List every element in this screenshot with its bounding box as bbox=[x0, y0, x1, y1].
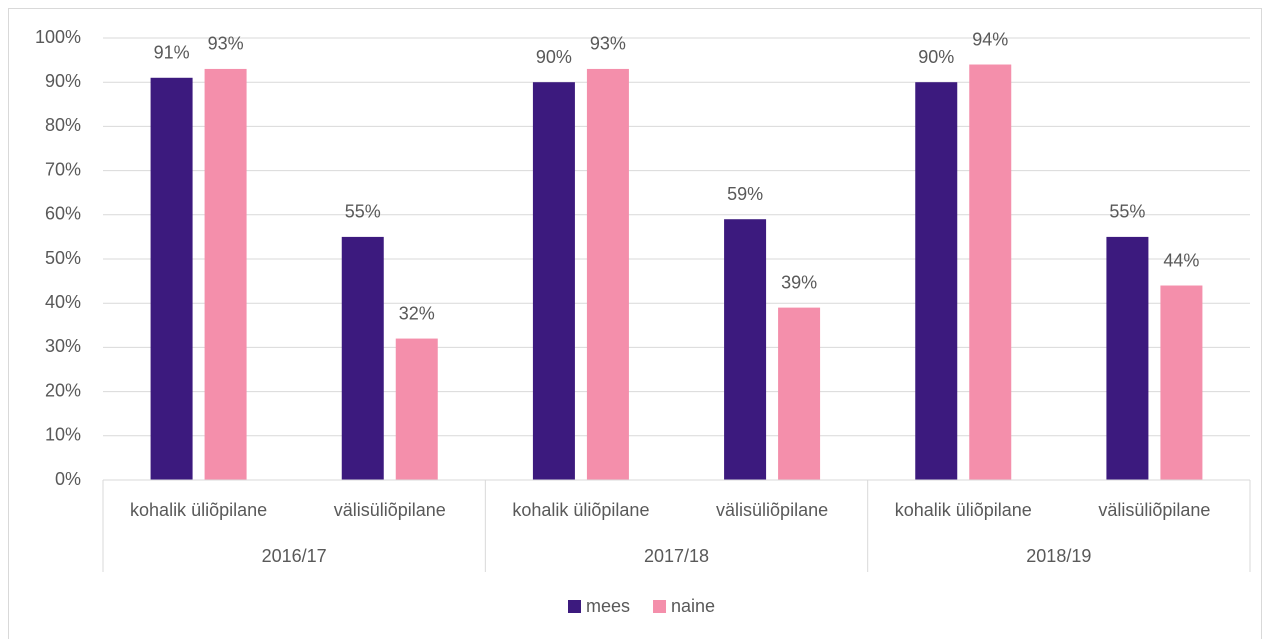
y-tick-label: 70% bbox=[45, 159, 81, 179]
y-tick-label: 80% bbox=[45, 115, 81, 135]
y-tick-label: 90% bbox=[45, 71, 81, 91]
bar bbox=[204, 68, 247, 480]
data-label: 90% bbox=[536, 47, 572, 67]
bar bbox=[341, 236, 384, 480]
x-tick-label: välisüliõpilane bbox=[716, 500, 828, 520]
legend-label: naine bbox=[671, 596, 715, 616]
y-tick-label: 40% bbox=[45, 292, 81, 312]
data-label: 91% bbox=[154, 43, 190, 63]
x-tick-label: välisüliõpilane bbox=[334, 500, 446, 520]
y-tick-label: 30% bbox=[45, 336, 81, 356]
x-tick-label: kohalik üliõpilane bbox=[512, 500, 649, 520]
bar bbox=[395, 338, 438, 480]
bar bbox=[969, 64, 1012, 481]
x-tick-label: välisüliõpilane bbox=[1098, 500, 1210, 520]
legend-label: mees bbox=[586, 596, 630, 616]
data-label: 32% bbox=[399, 303, 435, 323]
data-label: 39% bbox=[781, 272, 817, 292]
data-label: 55% bbox=[345, 202, 381, 222]
bar bbox=[1160, 285, 1203, 480]
bar bbox=[915, 82, 958, 480]
x-tick-label: kohalik üliõpilane bbox=[130, 500, 267, 520]
data-label: 59% bbox=[727, 184, 763, 204]
data-label: 94% bbox=[972, 29, 1008, 49]
legend-swatch bbox=[653, 600, 667, 613]
y-tick-label: 0% bbox=[55, 469, 81, 489]
y-tick-label: 20% bbox=[45, 380, 81, 400]
bar bbox=[532, 82, 575, 480]
bar bbox=[778, 307, 821, 480]
y-tick-label: 50% bbox=[45, 248, 81, 268]
chart-border bbox=[8, 8, 1262, 639]
bar bbox=[586, 68, 629, 480]
y-tick-label: 10% bbox=[45, 425, 81, 445]
group-label: 2018/19 bbox=[1026, 546, 1091, 566]
bar bbox=[150, 77, 193, 480]
bar bbox=[1106, 236, 1149, 480]
data-label: 93% bbox=[590, 34, 626, 54]
data-label: 90% bbox=[918, 47, 954, 67]
bar bbox=[724, 219, 767, 480]
data-label: 55% bbox=[1109, 202, 1145, 222]
x-tick-label: kohalik üliõpilane bbox=[895, 500, 1032, 520]
group-label: 2016/17 bbox=[262, 546, 327, 566]
y-tick-label: 60% bbox=[45, 204, 81, 224]
group-label: 2017/18 bbox=[644, 546, 709, 566]
data-label: 93% bbox=[208, 34, 244, 54]
data-label: 44% bbox=[1163, 250, 1199, 270]
y-tick-label: 100% bbox=[35, 27, 81, 47]
legend-swatch bbox=[568, 600, 581, 613]
